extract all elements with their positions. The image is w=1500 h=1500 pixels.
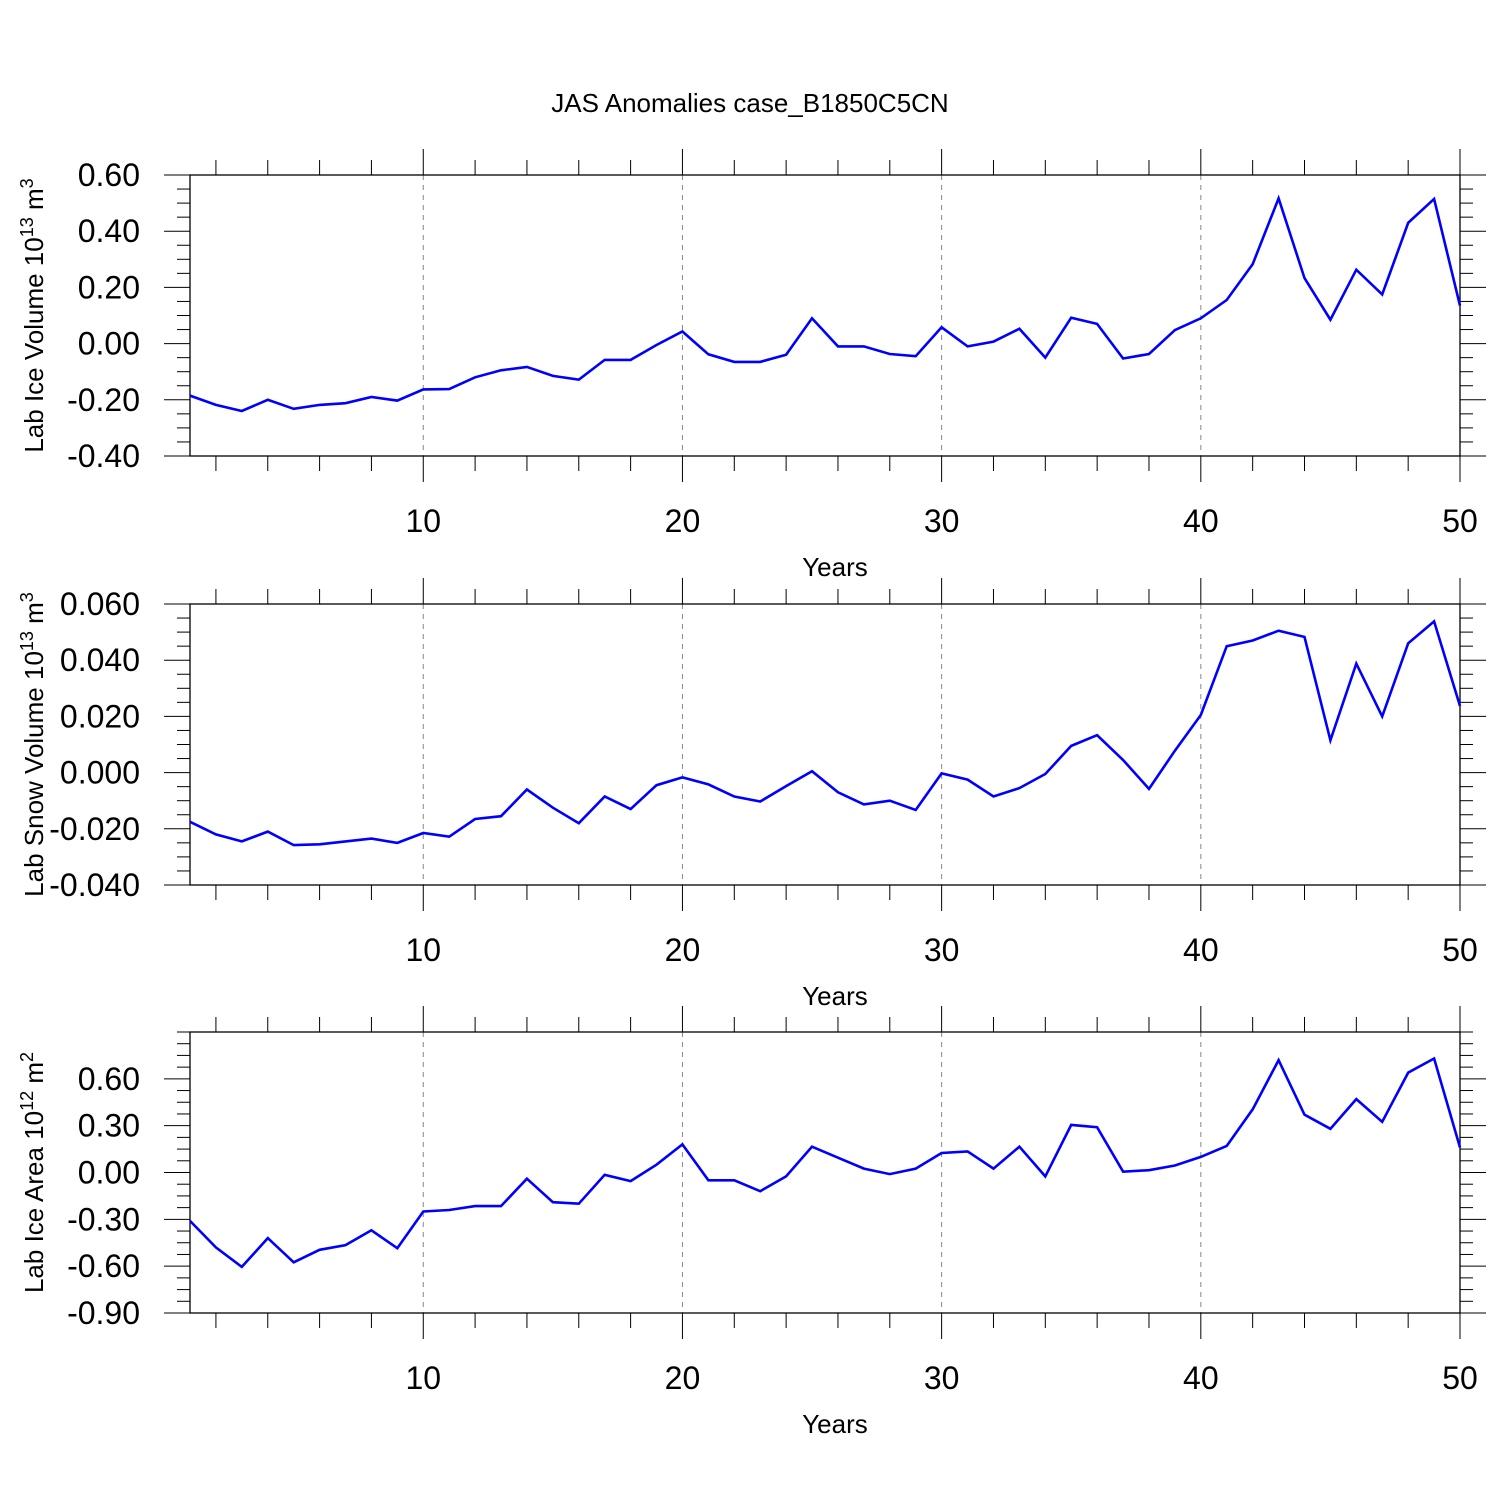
panel-1: -0.40 -0.20 0.00 0.20 0.40 0.60 10 20 30 40 50 Year… <box>17 149 1486 582</box>
x-tick-label: 30 <box>924 503 960 539</box>
y-tick-label: 0.60 <box>78 157 140 193</box>
plot-frame <box>189 603 1461 886</box>
x-tick-label: 50 <box>1442 503 1478 539</box>
x-tick-label: 30 <box>924 1360 960 1396</box>
x-tick-label: 10 <box>405 503 441 539</box>
x-axis-label: Years <box>802 1409 868 1439</box>
panel-2: -0.040 -0.020 0.000 0.020 0.040 0.060 10 20 30 40… <box>17 578 1486 1011</box>
x-axis-label: Years <box>802 981 868 1011</box>
y-tick-label: 0.000 <box>60 755 140 791</box>
y-tick-label: 0.40 <box>78 213 140 249</box>
y-tick-label: -0.60 <box>67 1248 140 1284</box>
y-tick-label: 0.060 <box>60 586 140 622</box>
y-axis-label: Lab Ice Volume 1013 m3 <box>17 178 49 452</box>
y-tick-label: 0.040 <box>60 642 140 678</box>
x-tick-label: 40 <box>1183 503 1219 539</box>
y-axis-label: Lab Snow Volume 1013 m3 <box>17 592 49 897</box>
x-tick-label: 20 <box>665 1360 701 1396</box>
y-tick-label: -0.90 <box>67 1295 140 1331</box>
x-tick-label: 10 <box>405 1360 441 1396</box>
series-line-1 <box>189 1056 1462 1269</box>
y-tick-label: -0.30 <box>67 1201 140 1237</box>
y-tick-label: 0.20 <box>78 269 140 305</box>
y-tick-label: -0.040 <box>49 867 140 903</box>
y-tick-label: 0.00 <box>78 326 140 362</box>
plot-frame <box>189 1031 1461 1314</box>
x-tick-label: 50 <box>1442 932 1478 968</box>
y-tick-label: 0.30 <box>78 1108 140 1144</box>
y-tick-label: 0.020 <box>60 698 140 734</box>
series-line-1 <box>189 194 1462 413</box>
x-tick-label: 10 <box>405 932 441 968</box>
y-tick-label: 0.00 <box>78 1155 140 1191</box>
figure-title: JAS Anomalies case_B1850C5CN <box>551 88 948 118</box>
x-tick-label: 40 <box>1183 1360 1219 1396</box>
panel-3: -0.90 -0.60 -0.30 0.00 0.30 0.60 10 20 30 40 50 Yea… <box>17 1006 1486 1439</box>
x-tick-label: 40 <box>1183 932 1219 968</box>
x-axis-label: Years <box>802 552 868 582</box>
x-tick-label: 30 <box>924 932 960 968</box>
y-tick-label: -0.40 <box>67 438 140 474</box>
y-axis-label: Lab Ice Area 1012 m2 <box>17 1052 49 1293</box>
y-tick-label: -0.20 <box>67 382 140 418</box>
y-tick-label: -0.020 <box>49 811 140 847</box>
series-line-1 <box>189 619 1462 847</box>
x-tick-label: 50 <box>1442 1360 1478 1396</box>
plot-frame <box>189 174 1461 457</box>
x-tick-label: 20 <box>665 932 701 968</box>
y-tick-label: 0.60 <box>78 1061 140 1097</box>
x-tick-label: 20 <box>665 503 701 539</box>
